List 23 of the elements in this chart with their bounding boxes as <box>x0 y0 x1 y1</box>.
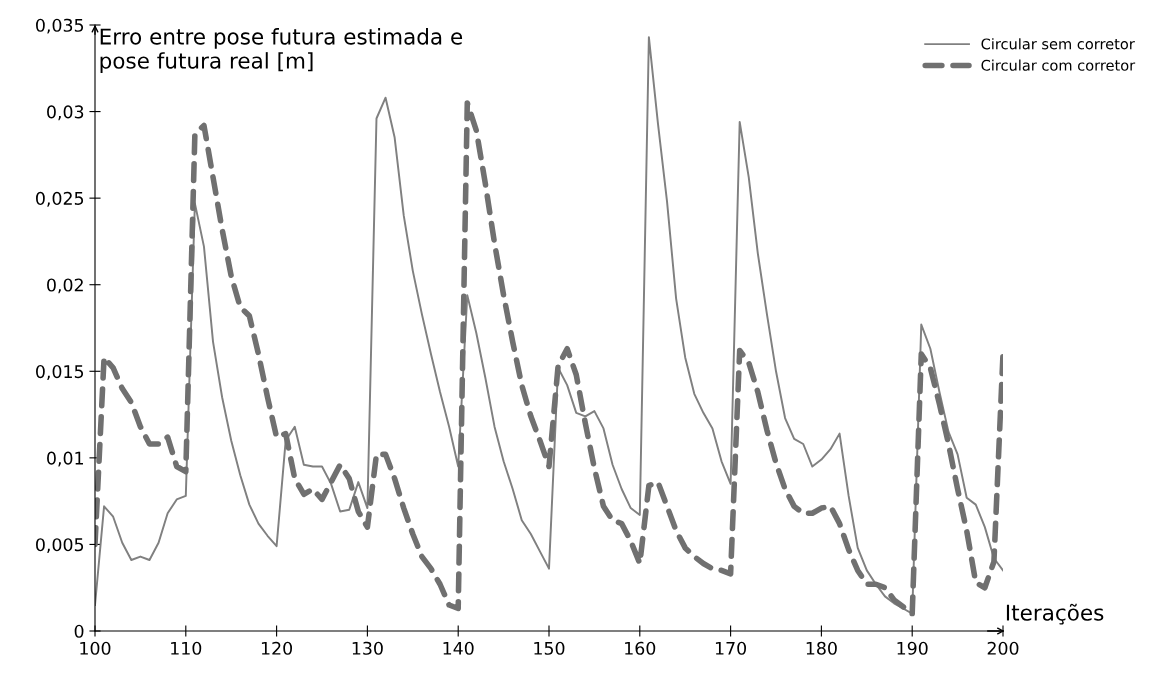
y-tick-label: 0,03 <box>47 105 84 121</box>
y-tick-label: 0,015 <box>36 365 84 380</box>
x-tick-label: 120 <box>261 641 293 655</box>
y-tick-label: 0,01 <box>47 451 83 467</box>
y-tick-label: 0,025 <box>36 191 84 207</box>
x-tick-label: 130 <box>352 641 383 655</box>
x-tick-label: 160 <box>625 641 656 655</box>
y-tick-label: 0,02 <box>47 278 83 294</box>
y-tick-label: 0,035 <box>36 18 84 34</box>
x-tick-label: 180 <box>806 641 837 655</box>
x-tick-label: 170 <box>715 641 747 655</box>
x-tick-label: 190 <box>897 641 928 655</box>
x-tick-label: 200 <box>987 641 1019 655</box>
y-tick-label: 0,005 <box>36 538 84 554</box>
legend-label: Circular sem corretor <box>981 38 1135 50</box>
y-tick-label: 0 <box>74 624 84 638</box>
x-tick-label: 140 <box>443 641 474 655</box>
x-tick-label: 100 <box>80 641 111 655</box>
x-tick-label: 150 <box>534 641 565 655</box>
legend-label: Circular com corretor <box>981 59 1136 71</box>
x-tick-label: 110 <box>171 641 202 655</box>
y-axis-title: Erro entre pose futura estimada e pose futura real [m] <box>100 28 463 73</box>
x-axis-title: Iterações <box>1006 603 1104 625</box>
